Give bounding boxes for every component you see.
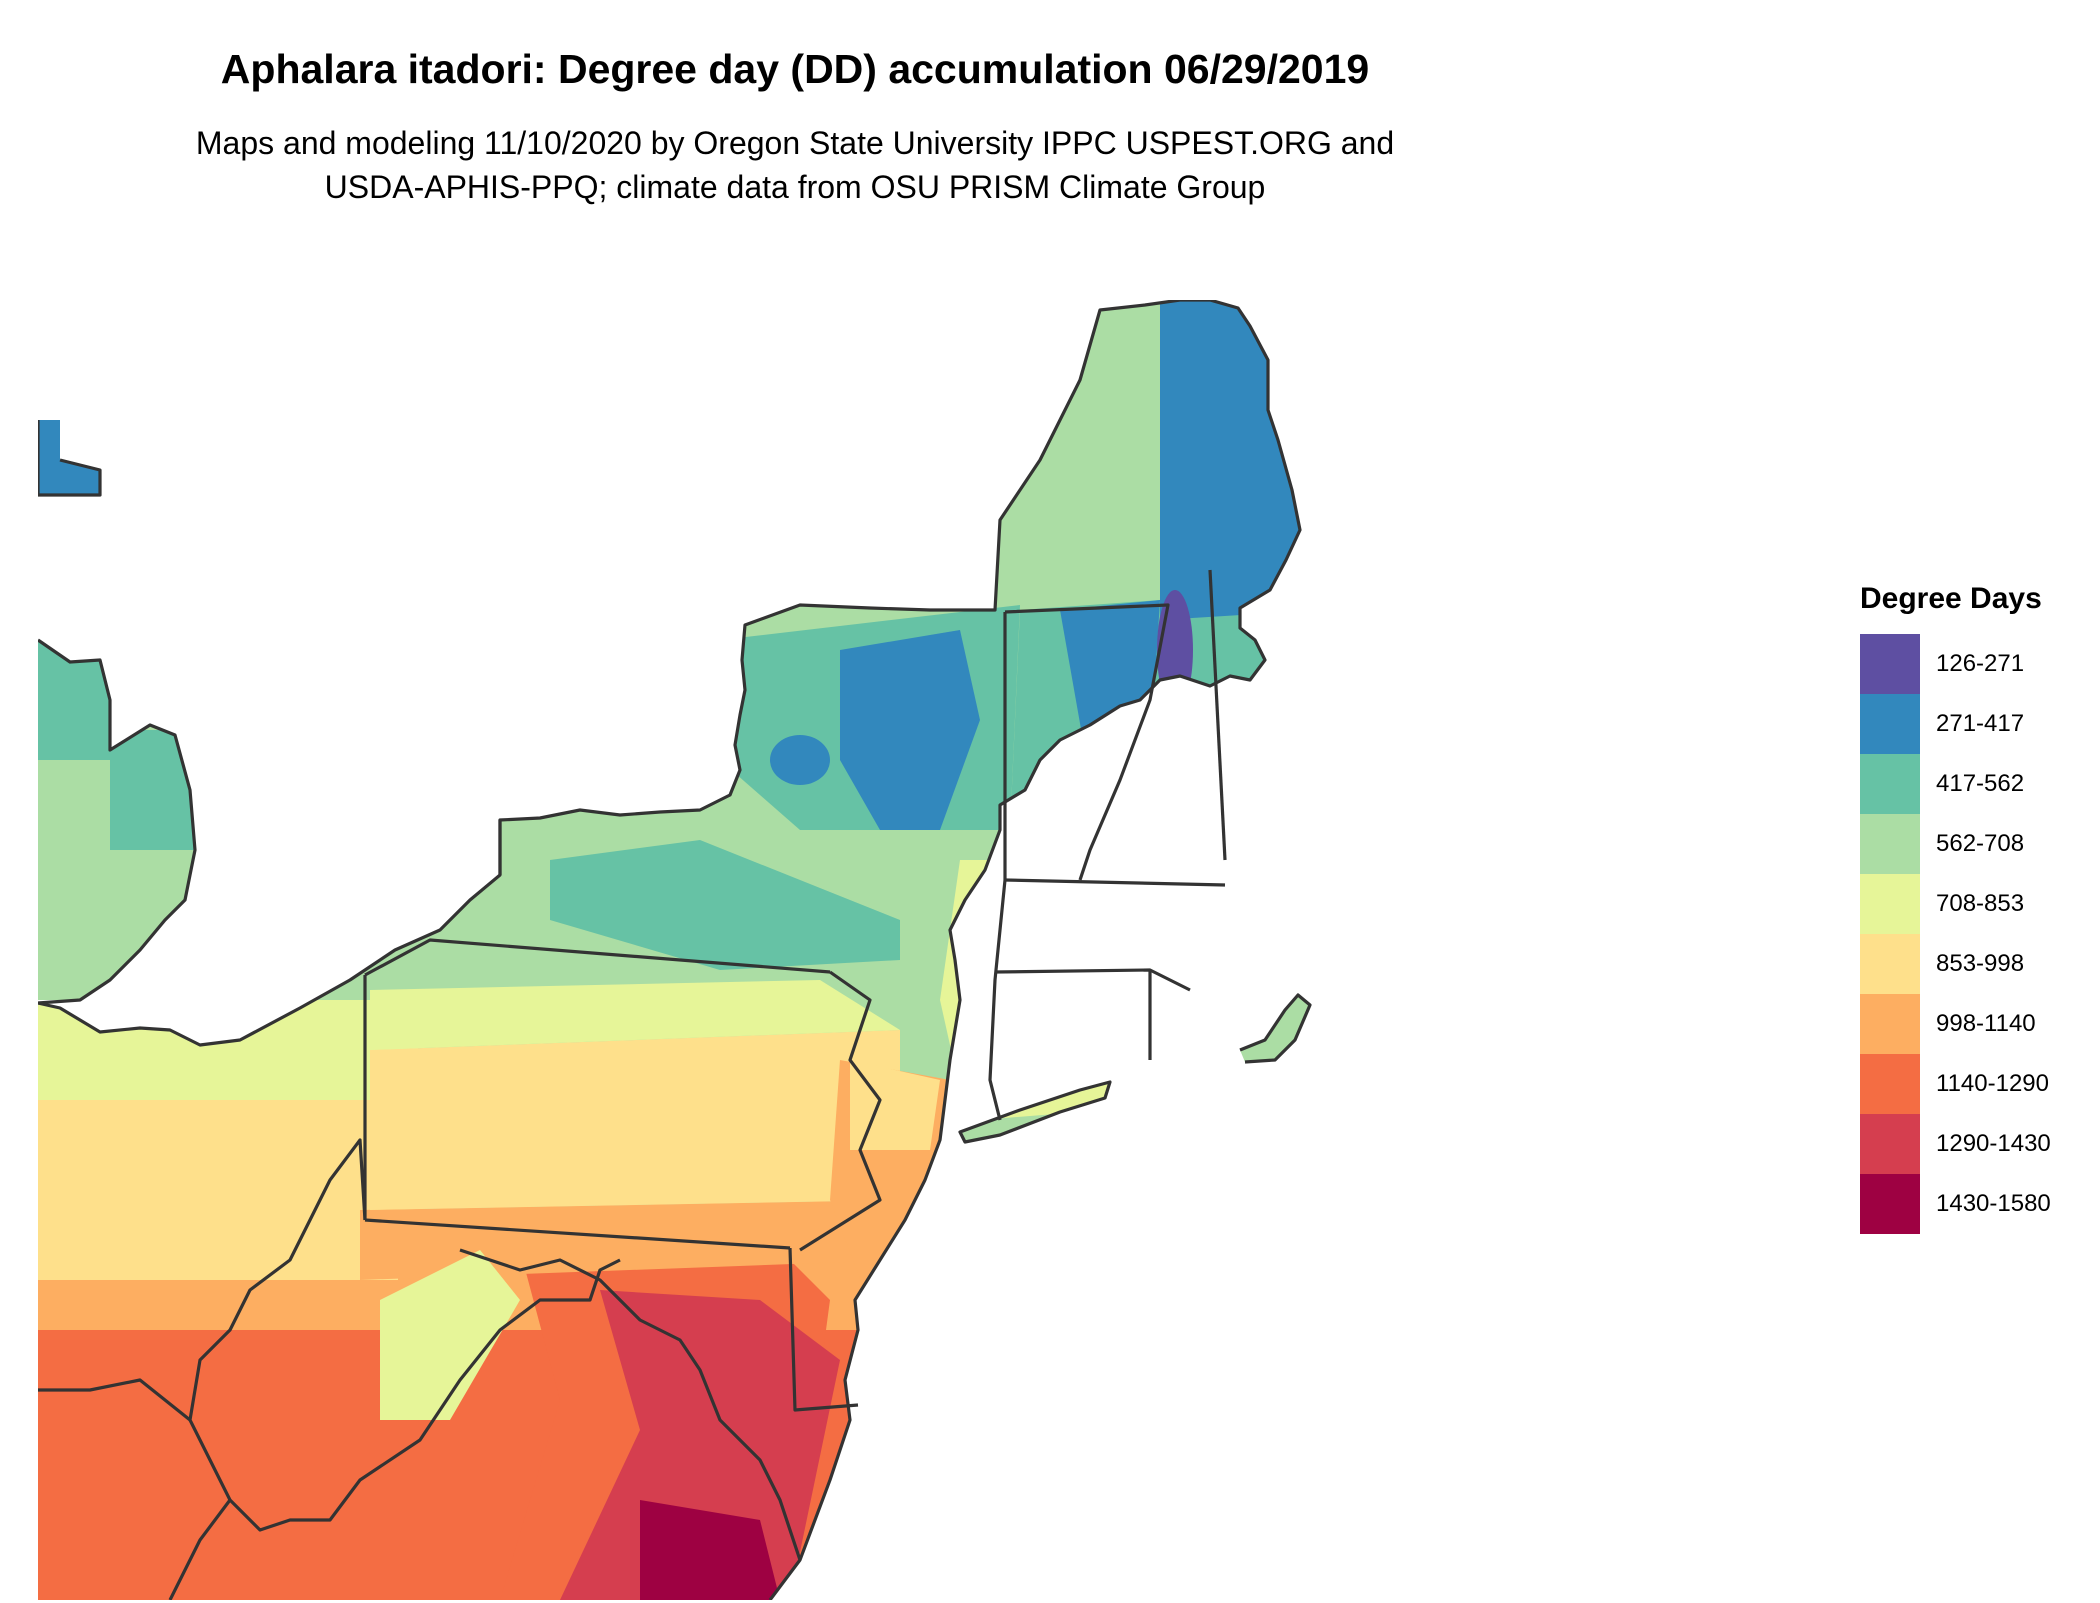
legend-label: 126-271 bbox=[1936, 650, 2025, 677]
legend-swatch bbox=[1860, 1174, 1920, 1234]
temperature-raster bbox=[38, 300, 1310, 1600]
legend-item: 1290-1430 bbox=[1860, 1114, 2090, 1174]
legend-label: 1140-1290 bbox=[1936, 1070, 2049, 1097]
legend-item: 708-853 bbox=[1860, 874, 2090, 934]
legend-item: 562-708 bbox=[1860, 814, 2090, 874]
legend-item: 271-417 bbox=[1860, 694, 2090, 754]
subtitle-line-2: USDA-APHIS-PPQ; climate data from OSU PR… bbox=[324, 169, 1266, 205]
legend-items: 126-271 271-417 417-562 562-708 708-853 853-9… bbox=[1860, 634, 2090, 1234]
state-borders bbox=[38, 300, 1312, 1600]
legend-swatch bbox=[1860, 634, 1920, 694]
legend-swatch bbox=[1860, 814, 1920, 874]
legend-label: 1430-1580 bbox=[1936, 1190, 2051, 1217]
legend-swatch bbox=[1860, 1114, 1920, 1174]
legend-item: 1140-1290 bbox=[1860, 1054, 2090, 1114]
legend-swatch bbox=[1860, 694, 1920, 754]
legend-label: 1290-1430 bbox=[1936, 1130, 2051, 1157]
legend-label: 562-708 bbox=[1936, 830, 2025, 857]
degree-day-map bbox=[38, 300, 1312, 1600]
legend-item: 126-271 bbox=[1860, 634, 2090, 694]
legend-item: 1430-1580 bbox=[1860, 1174, 2090, 1234]
legend-title: Degree Days bbox=[1860, 582, 2042, 615]
map-subtitle: Maps and modeling 11/10/2020 by Oregon S… bbox=[0, 121, 1590, 209]
legend-item: 417-562 bbox=[1860, 754, 2090, 814]
legend-item: 853-998 bbox=[1860, 934, 2090, 994]
legend-label: 853-998 bbox=[1936, 950, 2025, 977]
subtitle-line-1: Maps and modeling 11/10/2020 by Oregon S… bbox=[195, 125, 1395, 161]
legend-swatch bbox=[1860, 874, 1920, 934]
legend-label: 998-1140 bbox=[1936, 1010, 2036, 1037]
legend-label: 417-562 bbox=[1936, 770, 2025, 797]
legend-swatch bbox=[1860, 1054, 1920, 1114]
legend-label: 271-417 bbox=[1936, 710, 2025, 737]
map-title: Aphalara itadori: Degree day (DD) accumu… bbox=[220, 46, 1370, 92]
legend-swatch bbox=[1860, 934, 1920, 994]
legend: Degree Days 126-271 271-417 417-562 562-708… bbox=[1860, 582, 2090, 1234]
legend-label: 708-853 bbox=[1936, 890, 2025, 917]
legend-swatch bbox=[1860, 994, 1920, 1054]
legend-item: 998-1140 bbox=[1860, 994, 2090, 1054]
legend-swatch bbox=[1860, 754, 1920, 814]
